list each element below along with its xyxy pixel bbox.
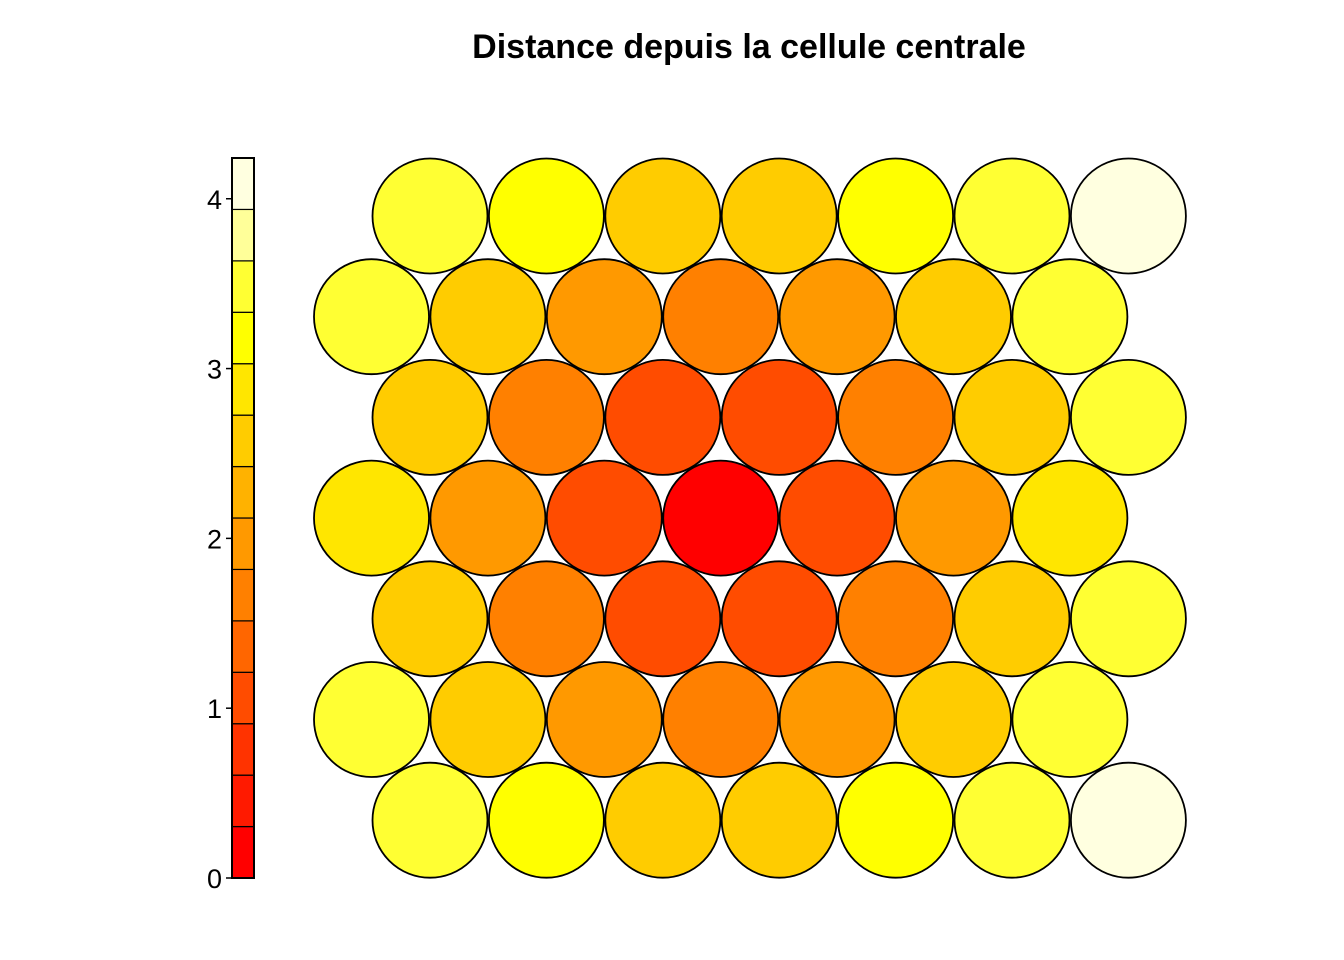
- hex-cell: [662, 258, 780, 376]
- hex-cell: [1011, 661, 1129, 778]
- hex-cell: [778, 459, 896, 577]
- hex-cell: [895, 258, 1012, 376]
- hex-cell: [545, 661, 663, 778]
- colorbar-tick-label: 4: [207, 185, 222, 215]
- hex-cell: [429, 258, 547, 376]
- hex-cell: [778, 661, 896, 778]
- hex-cell: [604, 560, 722, 678]
- hex-cell: [313, 258, 430, 376]
- hex-cell: [720, 157, 838, 275]
- colorbar-segment: [231, 568, 255, 622]
- hex-cell: [371, 358, 489, 476]
- hex-cell: [1070, 560, 1187, 678]
- hex-cell: [1070, 358, 1187, 476]
- colorbar-segment: [231, 260, 255, 313]
- colorbar-tick-label: 3: [207, 355, 222, 385]
- hex-cell: [313, 459, 430, 577]
- hex-cell: [953, 358, 1071, 476]
- hex-cell: [1070, 157, 1187, 275]
- hex-cell: [545, 459, 663, 577]
- hex-cell: [313, 661, 430, 778]
- colorbar-segment: [231, 157, 255, 211]
- colorbar-segment: [231, 517, 255, 571]
- colorbar-segment: [231, 208, 255, 262]
- hex-cell: [953, 761, 1071, 879]
- colorbar: 0 1 2 3 4: [207, 157, 255, 894]
- hex-cell: [720, 560, 838, 678]
- hex-cell: [895, 661, 1012, 778]
- colorbar-frame: [231, 157, 255, 879]
- colorbar-segment: [231, 825, 255, 879]
- hex-cell: [895, 459, 1012, 577]
- colorbar-segment: [231, 311, 255, 365]
- hex-cell: [604, 761, 722, 879]
- hex-cell: [662, 661, 780, 778]
- hex-cell: [429, 459, 547, 577]
- hex-cell: [720, 358, 838, 476]
- colorbar-segment: [231, 774, 255, 828]
- hex-cell: [371, 761, 489, 879]
- colorbar-segment: [231, 723, 255, 776]
- hex-cell: [837, 560, 954, 678]
- colorbar-segment: [231, 414, 255, 468]
- colorbar-segment: [231, 363, 255, 416]
- hex-cell: [1011, 258, 1129, 376]
- colorbar-tick-label: 2: [207, 524, 222, 554]
- hex-cell: [488, 761, 605, 879]
- hex-cell: [953, 560, 1071, 678]
- hex-cell: [488, 157, 605, 275]
- colorbar-tick-label: 0: [207, 864, 222, 894]
- colorbar-segment: [231, 671, 255, 725]
- hex-cell: [778, 258, 896, 376]
- cell-grid: [313, 157, 1187, 879]
- hex-cell: [604, 358, 722, 476]
- hex-cell: [371, 560, 489, 678]
- hex-cell: [720, 761, 838, 879]
- hex-cell: [1070, 761, 1187, 879]
- chart-title: Distance depuis la cellule centrale: [472, 28, 1026, 66]
- hex-cell: [953, 157, 1071, 275]
- hex-cell: [837, 761, 954, 879]
- hex-cell: [488, 358, 605, 476]
- hex-cell: [662, 459, 780, 577]
- hex-cell: [488, 560, 605, 678]
- hex-cell: [545, 258, 663, 376]
- colorbar-segment: [231, 465, 255, 519]
- colorbar-segment: [231, 620, 255, 673]
- hex-cell: [429, 661, 547, 778]
- hex-cell: [837, 157, 954, 275]
- hex-cell: [837, 358, 954, 476]
- hex-cell: [604, 157, 722, 275]
- hex-cell: [371, 157, 489, 275]
- hex-cell: [1011, 459, 1129, 577]
- colorbar-tick-label: 1: [207, 694, 222, 724]
